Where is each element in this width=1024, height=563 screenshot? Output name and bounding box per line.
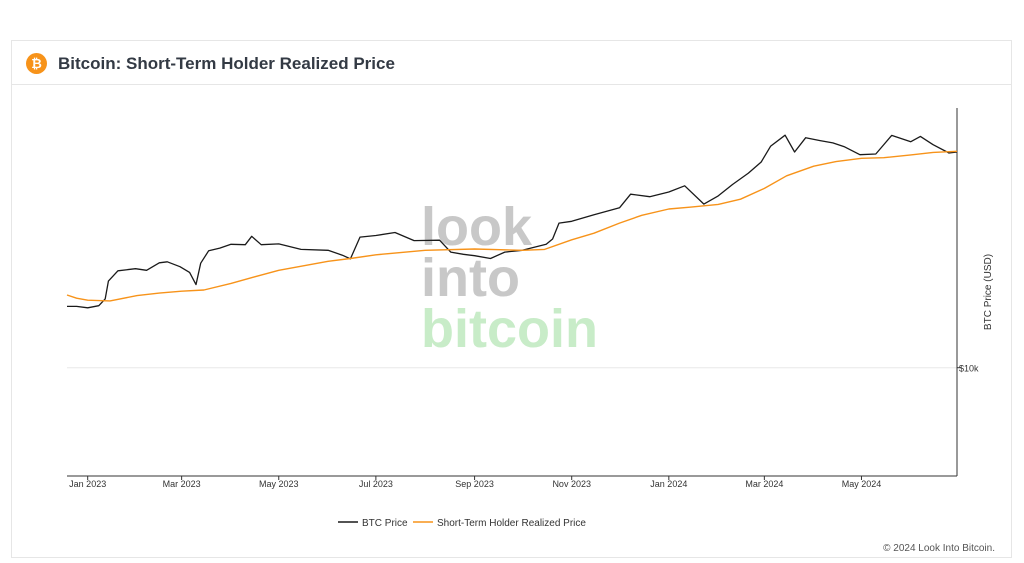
- y-axis-label: BTC Price (USD): [983, 254, 994, 330]
- legend: BTC Price Short-Term Holder Realized Pri…: [338, 518, 586, 529]
- x-tick-label: Nov 2023: [552, 479, 591, 489]
- legend-label-sth-realized-price: Short-Term Holder Realized Price: [437, 518, 586, 529]
- watermark-bitcoin: bitcoin: [421, 299, 598, 359]
- series-group: [66, 134, 958, 309]
- x-tick-label: May 2024: [842, 479, 882, 489]
- x-tick-label: Mar 2023: [163, 479, 201, 489]
- x-axis-ticks: Jan 2023 Mar 2023 May 2023 Jul 2023 Sep 2023…: [69, 476, 881, 489]
- y-tick-label: $10k: [959, 364, 979, 374]
- watermark: look into bitcoin: [421, 197, 598, 359]
- y-axis-ticks: $10k: [957, 364, 979, 374]
- page-title: Bitcoin: Short-Term Holder Realized Pric…: [58, 54, 395, 73]
- x-tick-label: Sep 2023: [455, 479, 494, 489]
- x-tick-label: May 2023: [259, 479, 299, 489]
- copyright-text: © 2024 Look Into Bitcoin.: [883, 543, 995, 554]
- legend-label-btc-price: BTC Price: [362, 518, 408, 529]
- chart-card: ₿ Bitcoin: Short-Term Holder Realized Pr…: [11, 40, 1012, 558]
- chart-header: ₿ Bitcoin: Short-Term Holder Realized Pr…: [12, 41, 1011, 85]
- series-line-sth-realized-price: [66, 150, 958, 302]
- x-tick-label: Jan 2023: [69, 479, 106, 489]
- series-line-btc-price: [67, 134, 958, 309]
- bitcoin-icon: ₿: [26, 53, 47, 74]
- x-tick-label: Jul 2023: [359, 479, 393, 489]
- watermark-into: into: [421, 248, 520, 308]
- x-tick-label: Jan 2024: [650, 479, 687, 489]
- x-tick-label: Mar 2024: [745, 479, 783, 489]
- watermark-look: look: [421, 197, 533, 257]
